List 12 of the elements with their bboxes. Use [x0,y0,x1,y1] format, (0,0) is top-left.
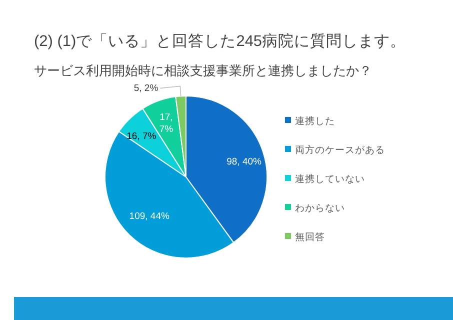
data-label: 5, 2% [134,83,159,94]
data-label: 109, 44% [129,210,170,222]
data-label: 98, 40% [226,156,262,168]
legend-label: 両方のケースがある [295,144,385,156]
legend-label: 無回答 [295,231,325,243]
legend-label: わからない [295,203,345,214]
legend-label: 連携していない [295,173,365,185]
data-label: 17, 7% [159,112,174,136]
data-label: 16, 7% [126,131,157,142]
chart-title: (2) (1)で「いる」と回答した245病院に質問します。 [34,32,406,50]
chart-subtitle: サービス利用開始時に相談支援事業所と連携しましたか？ [34,63,372,78]
legend-label: 連携した [295,115,335,127]
